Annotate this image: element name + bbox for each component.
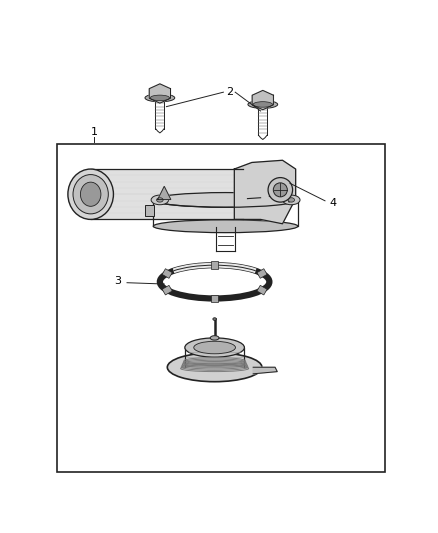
Ellipse shape xyxy=(151,195,169,205)
Ellipse shape xyxy=(194,341,236,354)
Ellipse shape xyxy=(248,101,278,108)
Ellipse shape xyxy=(253,102,272,107)
Text: 3: 3 xyxy=(114,276,121,286)
Bar xyxy=(91,169,243,220)
Text: 4: 4 xyxy=(329,198,336,208)
Bar xyxy=(162,269,172,278)
Bar xyxy=(57,144,385,472)
Ellipse shape xyxy=(167,353,262,382)
Polygon shape xyxy=(253,367,277,374)
Text: 2: 2 xyxy=(226,87,233,97)
Bar xyxy=(211,295,218,302)
Ellipse shape xyxy=(213,318,216,320)
Bar xyxy=(145,205,154,216)
Bar xyxy=(257,269,267,278)
Bar xyxy=(257,285,267,295)
Ellipse shape xyxy=(73,175,108,214)
Ellipse shape xyxy=(283,195,300,205)
Text: 1: 1 xyxy=(91,127,98,136)
Ellipse shape xyxy=(81,182,101,206)
Ellipse shape xyxy=(210,336,219,340)
Ellipse shape xyxy=(150,95,170,101)
Polygon shape xyxy=(149,84,170,103)
Ellipse shape xyxy=(157,198,163,202)
Ellipse shape xyxy=(288,198,295,202)
Polygon shape xyxy=(234,160,296,224)
Polygon shape xyxy=(158,187,171,199)
Polygon shape xyxy=(252,91,273,110)
Ellipse shape xyxy=(153,192,298,207)
Ellipse shape xyxy=(185,338,244,357)
Bar xyxy=(162,285,172,295)
Ellipse shape xyxy=(145,94,175,102)
Circle shape xyxy=(273,183,287,197)
Ellipse shape xyxy=(68,169,113,220)
Ellipse shape xyxy=(153,220,298,232)
Bar xyxy=(212,261,218,269)
Circle shape xyxy=(268,177,293,202)
